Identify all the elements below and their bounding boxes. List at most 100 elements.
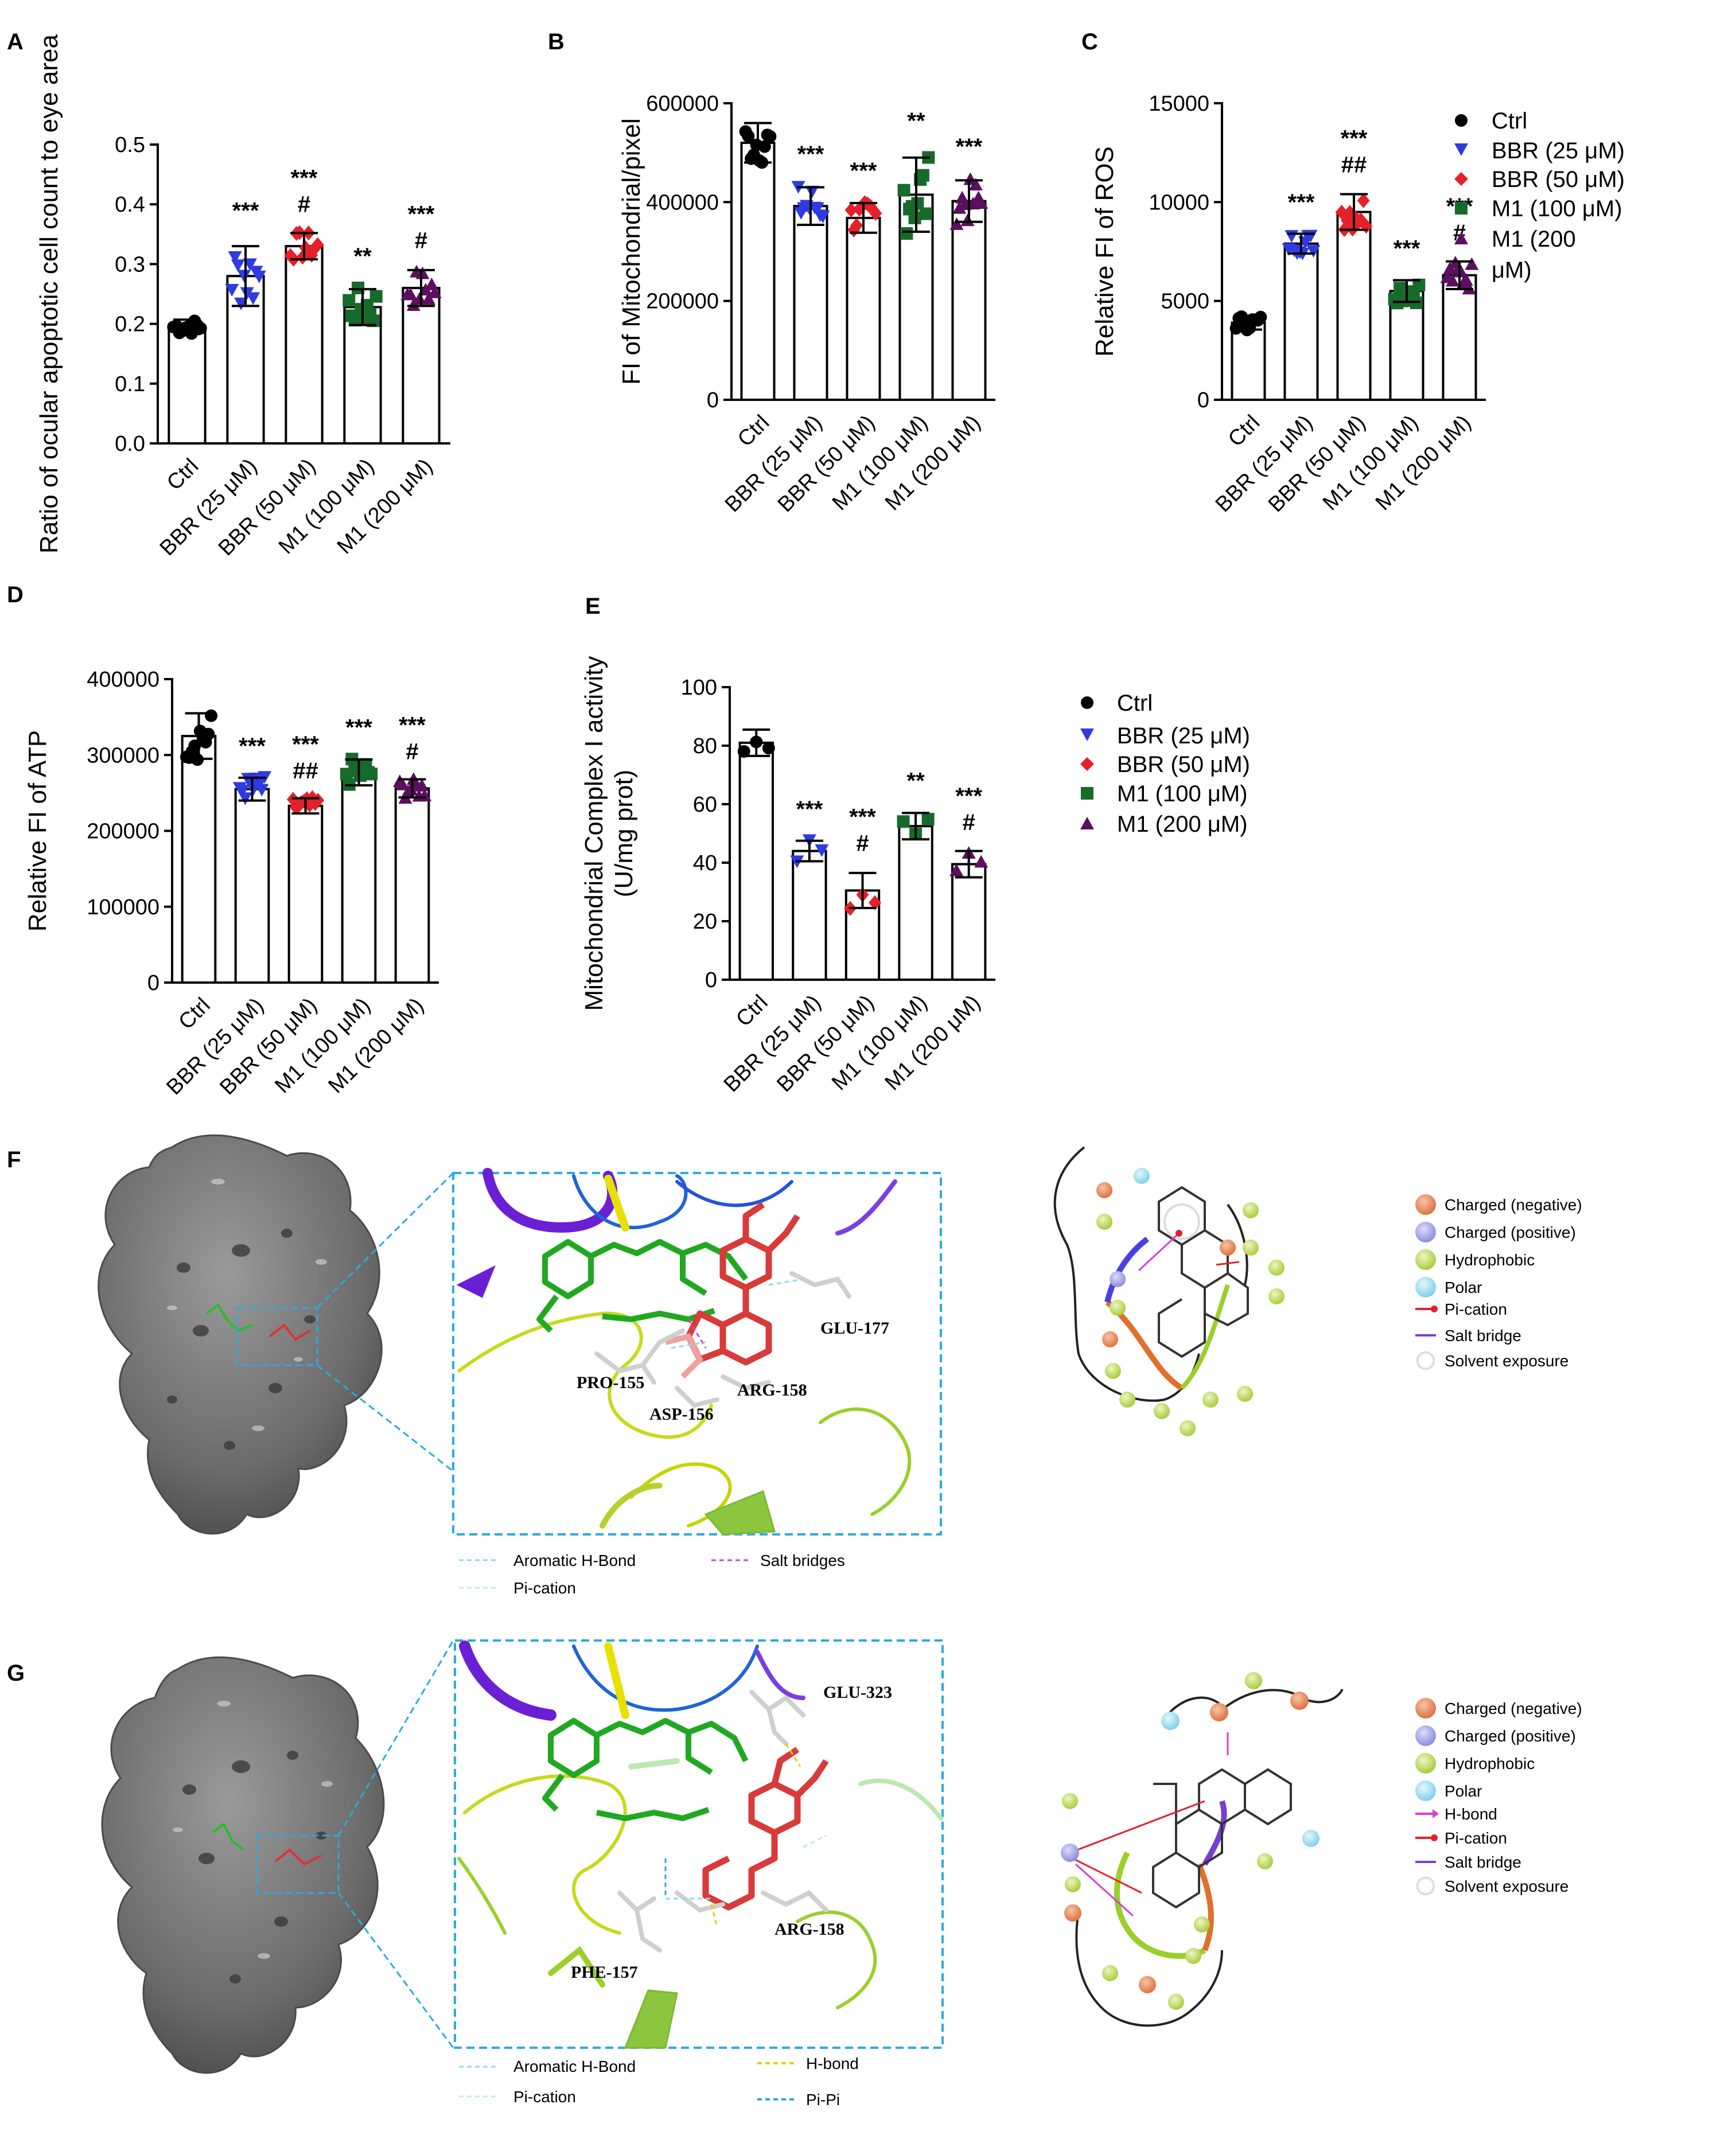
- legend-top-ctrl: Ctrl: [1492, 108, 1527, 134]
- legend-top-marker-bbr25: [1454, 143, 1468, 156]
- y-tick-label-e: 80: [693, 734, 717, 758]
- y-tick-label-c: 10000: [1149, 190, 1209, 215]
- legend-top: Ctrl BBR (25 μM) BBR (50 μM) M1 (100 μM)…: [1454, 108, 1625, 283]
- legend-f-picat: Pi-cation: [513, 1579, 576, 1597]
- y-tick-label-e: 100: [681, 676, 717, 700]
- y-tick-label-d: 0: [147, 971, 159, 995]
- bar-a-ctrl: [168, 325, 207, 445]
- significance-e-bbr-25: ***: [796, 797, 823, 822]
- point-a-m1-200: [425, 277, 439, 290]
- point-b-ctrl: [764, 130, 777, 143]
- int-legend-g-salt: Salt bridge: [1445, 1853, 1521, 1871]
- legend-mid-m1-200: M1 (200 μM): [1117, 812, 1248, 837]
- significance-hash-d-bbr-50: ##: [293, 758, 318, 784]
- significance-b-m1-200: ***: [956, 134, 983, 159]
- point-a-m1-200: [412, 292, 427, 305]
- interaction-legend-g: Charged (negative) Charged (positive) Hy…: [1415, 1698, 1582, 1895]
- point-c-m1-200: [1446, 274, 1460, 287]
- point-d-bbr-25: [255, 784, 269, 797]
- bar-d-bbr-25: [234, 788, 270, 984]
- significance-c-bbr-25: ***: [1288, 190, 1315, 215]
- significance-e-m1-100: **: [907, 769, 925, 794]
- legend-mid-marker-bbr50: [1080, 757, 1094, 771]
- legend-top-marker-m1-100: [1455, 202, 1468, 215]
- point-e-bbr-25: [815, 844, 829, 858]
- point-a-m1-200: [403, 287, 418, 301]
- point-d-ctrl: [202, 727, 215, 741]
- bar-e-bbr-25: [792, 850, 827, 981]
- y-axis-label-d: Relative FI of ATP: [24, 730, 52, 932]
- significance-d-m1-200: ***: [399, 712, 426, 738]
- int-legend-g-neg: Charged (negative): [1445, 1700, 1582, 1717]
- chart-a: 0.0 0.1 0.2 0.3 0.4 0.5 Ratio of ocular apopto…: [35, 34, 450, 560]
- panel-label-e: E: [585, 594, 601, 619]
- y-tick-label-a: 0.1: [115, 372, 145, 396]
- point-a-bbr-25: [228, 251, 242, 264]
- residue-label-pro155: PRO-155: [577, 1373, 644, 1392]
- residue-sticks-g: [617, 1690, 828, 1953]
- significance-a-m1-100: **: [353, 244, 372, 269]
- surface-highlights-g: [173, 1701, 333, 1959]
- point-a-bbr-25: [252, 270, 266, 283]
- point-b-m1-200: [968, 177, 983, 190]
- bar-a-m1-100: [343, 306, 382, 445]
- surface-highlights-f: [167, 1179, 327, 1431]
- y-tick-label-e: 20: [693, 910, 717, 934]
- panel-label-b: B: [548, 29, 565, 54]
- point-a-m1-100: [342, 294, 356, 307]
- point-a-ctrl: [194, 322, 207, 335]
- legend-g-picat: Pi-cation: [513, 2088, 576, 2106]
- y-axis-label-a: Ratio of ocular apoptotic cell count to …: [35, 34, 63, 554]
- y-tick-label-b: 200000: [646, 290, 719, 314]
- significance-d-bbr-25: ***: [239, 734, 266, 759]
- int-legend-g-hyd: Hydrophobic: [1445, 1755, 1535, 1772]
- bar-e-m1-200: [951, 863, 987, 981]
- point-a-bbr-25: [246, 292, 260, 305]
- legend-g-pipi: Pi-Pi: [806, 2091, 840, 2109]
- legend-mid-marker-m1-100: [1081, 787, 1093, 800]
- significance-a-m1-200: ***: [408, 202, 435, 227]
- point-b-bbr-50: [844, 202, 858, 218]
- point-a-m1-100: [352, 282, 365, 295]
- x-tick-label-b-ctrl: Ctrl: [733, 411, 774, 451]
- zoom-line-g1: [337, 1640, 454, 1836]
- docking-panel-g: GLU-323 ARG-158 PHE-157 Aromatic H-Bond …: [101, 1639, 1582, 2109]
- legend-top-m1-200-line2: μM): [1492, 258, 1532, 283]
- significance-c-m1-100: ***: [1394, 236, 1420, 262]
- point-a-m1-100: [369, 290, 383, 303]
- legend-mid-bbr50: BBR (50 μM): [1117, 752, 1250, 777]
- significance-hash-d-m1-200: #: [406, 739, 418, 764]
- y-tick-label-a: 0.2: [115, 313, 145, 337]
- residue-label-glu177: GLU-177: [820, 1319, 889, 1338]
- y-axis-label-e: Mitochondrial Complex I activity: [580, 656, 608, 1011]
- ligand-red-g: [702, 1747, 829, 1911]
- point-a-bbr-25: [237, 270, 251, 283]
- surface-pits-g: [182, 1751, 327, 1984]
- y-tick-label-a: 0.5: [115, 133, 145, 157]
- point-b-bbr-50: [850, 217, 863, 233]
- point-d-m1-200: [395, 777, 410, 790]
- legend-top-m1-200-line1: M1 (200: [1492, 227, 1576, 252]
- y-axis-label2-e: (U/mg prot): [610, 770, 638, 897]
- significance-d-bbr-50: ***: [292, 732, 319, 757]
- surface-pits-f: [167, 1229, 316, 1450]
- interaction-diagram-f: [1053, 1146, 1285, 1436]
- significance-c-bbr-50: ***: [1341, 126, 1368, 151]
- panel-label-c: C: [1081, 29, 1098, 54]
- point-e-m1-100: [921, 813, 935, 826]
- ligand-surface-red-g: [274, 1848, 322, 1866]
- ligand-surface-red-f: [268, 1323, 311, 1341]
- chart-d: 0 100000 200000 300000 400000 Relative FI of …: [24, 668, 439, 1100]
- y-tick-label-b: 600000: [646, 92, 719, 116]
- point-c-bbr-50: [1357, 193, 1370, 208]
- chart-e: 0 20 40 60 80 100 Mitochondrial Complex I acti…: [580, 656, 995, 1097]
- panel-label-g: G: [7, 1661, 25, 1686]
- point-e-m1-200: [974, 855, 988, 868]
- ligand-surface-green-f: [205, 1303, 253, 1332]
- point-c-m1-200: [1465, 257, 1479, 270]
- bar-d-ctrl: [181, 735, 217, 984]
- ligand-red-light-f: [664, 1333, 704, 1379]
- int-legend-f-pol: Polar: [1445, 1279, 1482, 1296]
- y-tick-label-c: 0: [1197, 388, 1209, 412]
